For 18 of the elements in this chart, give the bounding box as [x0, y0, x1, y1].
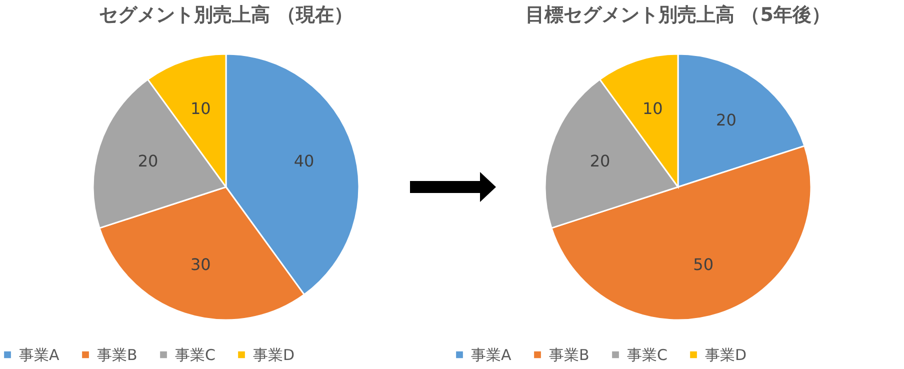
legend-label: 事業B: [97, 346, 138, 364]
legend-label: 事業A: [19, 346, 60, 364]
data-label: 20: [716, 110, 736, 130]
legend-label: 事業D: [705, 346, 747, 364]
legend-label: 事業C: [627, 346, 668, 364]
legend-label: 事業D: [253, 346, 295, 364]
data-label: 10: [642, 99, 663, 118]
chart-title: 目標セグメント別売上高 （5年後）: [526, 4, 830, 26]
legend-label: 事業C: [175, 346, 216, 364]
data-label: 30: [190, 254, 211, 274]
data-label: 10: [190, 99, 211, 118]
data-label: 20: [138, 152, 158, 171]
data-label: 20: [590, 152, 610, 171]
legend-label: 事業A: [471, 346, 512, 364]
legend-label: 事業B: [549, 346, 590, 364]
data-label: 40: [294, 152, 314, 171]
chart-title: セグメント別売上高 （現在）: [99, 4, 353, 26]
data-label: 50: [693, 254, 714, 274]
